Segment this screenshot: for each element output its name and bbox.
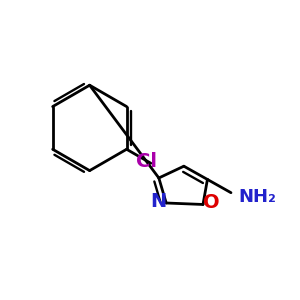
Text: N: N xyxy=(151,192,167,211)
Text: Cl: Cl xyxy=(136,152,157,171)
Text: NH₂: NH₂ xyxy=(238,188,276,206)
Text: O: O xyxy=(203,194,220,212)
